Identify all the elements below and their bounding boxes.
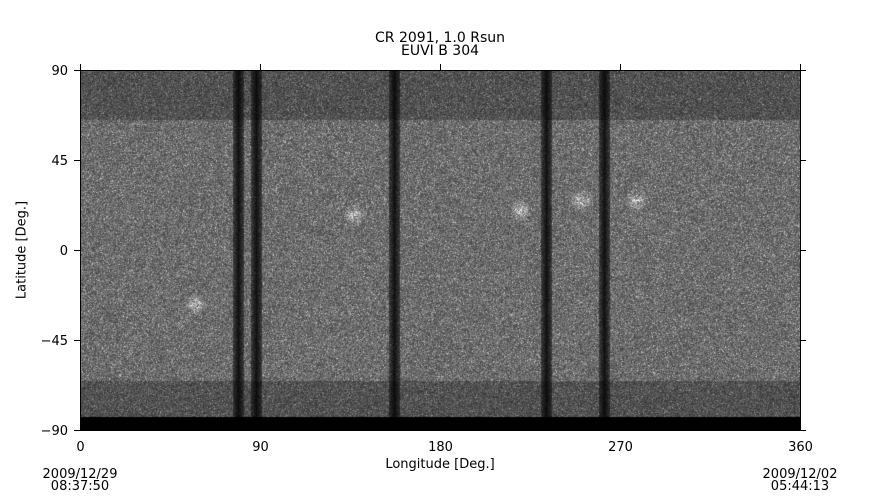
start-date: 2009/12/29 bbox=[42, 467, 118, 482]
chart-subtitle: EUVI B 304 bbox=[400, 43, 480, 59]
y-tick-label: 45 bbox=[51, 153, 68, 169]
end-date: 2009/12/02 bbox=[762, 467, 838, 482]
end-time: 05:44:13 bbox=[770, 479, 830, 494]
y-tick-label: −90 bbox=[40, 423, 68, 439]
start-time: 08:37:50 bbox=[50, 479, 110, 494]
x-tick-label: 90 bbox=[252, 440, 269, 455]
y-tick-label: −45 bbox=[40, 333, 68, 349]
y-tick-label: 90 bbox=[51, 63, 68, 79]
x-axis-label: Longitude [Deg.] bbox=[385, 457, 495, 472]
y-axis-label: Latitude [Deg.] bbox=[14, 200, 30, 300]
x-tick-label: 270 bbox=[608, 440, 633, 455]
x-tick-label: 0 bbox=[76, 440, 85, 455]
y-tick-label: 0 bbox=[59, 243, 68, 259]
x-tick-label: 360 bbox=[788, 440, 813, 455]
chart-title: CR 2091, 1.0 Rsun bbox=[375, 30, 505, 46]
x-tick-label: 180 bbox=[428, 440, 453, 455]
synoptic-map-image bbox=[80, 70, 800, 430]
plot-border bbox=[80, 70, 801, 431]
